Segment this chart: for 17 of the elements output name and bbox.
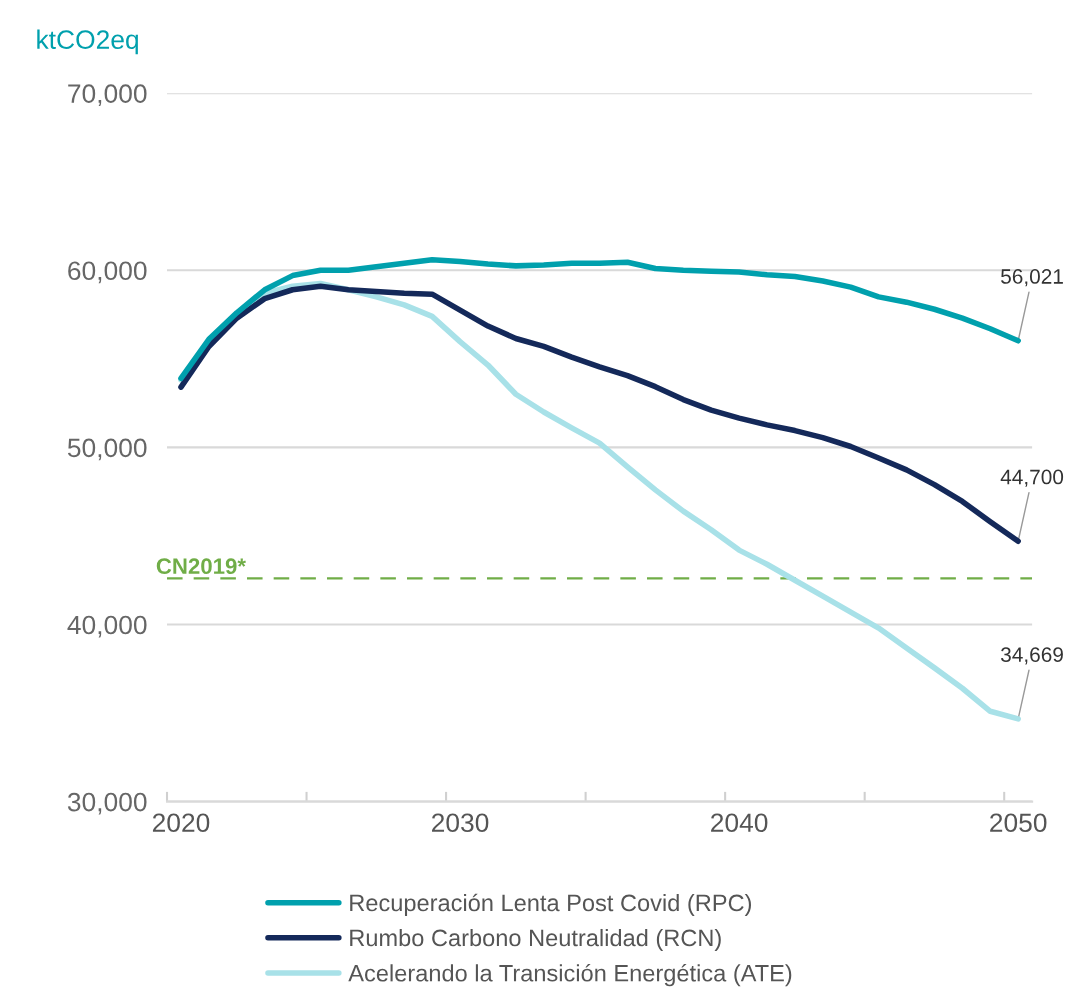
legend-label: Acelerando la Transición Energética (ATE): [348, 963, 792, 987]
data-label: 34,669: [1000, 647, 1063, 665]
x-tick-label: 2040: [711, 813, 768, 833]
ref-line-label: CN2019*: [156, 558, 246, 575]
y-tick-label: 40,000: [67, 615, 147, 638]
x-tick-label: 2020: [152, 813, 210, 833]
y-axis-title: ktCO2eq: [37, 29, 138, 55]
x-tick-label: 2030: [432, 813, 489, 833]
legend-label: Recuperación Lenta Post Covid (RPC): [350, 893, 752, 916]
data-label: 44,700: [1000, 469, 1064, 487]
x-tick-label: 2050: [990, 813, 1047, 833]
y-tick-label: 60,000: [68, 261, 147, 284]
legend-label: Rumbo Carbono Neutralidad (RCN): [350, 928, 721, 951]
y-tick-label: 30,000: [67, 792, 147, 815]
y-tick-label: 50,000: [67, 438, 147, 461]
y-tick-label: 70,000: [68, 84, 147, 107]
data-label: 56,021: [1001, 269, 1063, 287]
